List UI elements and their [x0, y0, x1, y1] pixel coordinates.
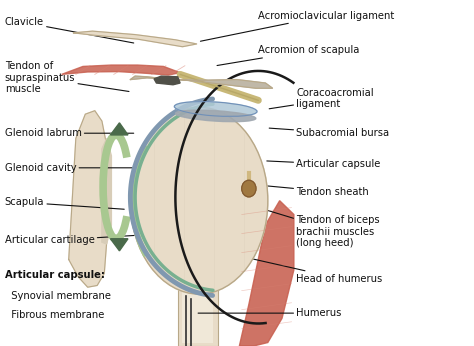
Ellipse shape	[175, 110, 256, 122]
Text: Head of humerus: Head of humerus	[234, 255, 383, 283]
Text: Glenoid labrum: Glenoid labrum	[5, 128, 134, 138]
Text: Acromioclavicular ligament: Acromioclavicular ligament	[201, 11, 394, 41]
Text: Tendon of biceps
brachii muscles
(long heed): Tendon of biceps brachii muscles (long h…	[260, 208, 380, 248]
Text: Fibrous membrane: Fibrous membrane	[5, 310, 104, 320]
Text: Tendon sheath: Tendon sheath	[260, 185, 369, 197]
Text: Coracoacromial
ligament: Coracoacromial ligament	[269, 88, 374, 109]
Text: Articular capsule: Articular capsule	[267, 160, 381, 169]
Ellipse shape	[174, 102, 257, 116]
Ellipse shape	[130, 107, 268, 294]
Polygon shape	[110, 123, 128, 135]
Polygon shape	[73, 31, 197, 47]
Text: Articular capsule:: Articular capsule:	[5, 270, 105, 280]
Polygon shape	[130, 76, 273, 88]
Text: Articular cartilage: Articular cartilage	[5, 235, 136, 245]
Text: Glenoid cavity: Glenoid cavity	[5, 163, 150, 173]
Text: Synovial membrane: Synovial membrane	[5, 291, 111, 301]
Polygon shape	[239, 201, 294, 346]
Bar	[178, 284, 218, 346]
Polygon shape	[102, 138, 111, 244]
Polygon shape	[110, 239, 128, 251]
Bar	[182, 291, 213, 343]
Polygon shape	[69, 111, 107, 287]
Text: Scapula: Scapula	[5, 198, 124, 209]
Polygon shape	[154, 76, 180, 85]
Text: Acromion of scapula: Acromion of scapula	[217, 45, 360, 65]
Ellipse shape	[242, 180, 256, 197]
Text: Subacromial bursa: Subacromial bursa	[269, 128, 389, 138]
Text: Tendon of
supraspinatus
muscle: Tendon of supraspinatus muscle	[5, 61, 129, 94]
Text: Clavicle: Clavicle	[5, 18, 134, 43]
Text: Humerus: Humerus	[198, 308, 342, 318]
Polygon shape	[62, 65, 180, 75]
